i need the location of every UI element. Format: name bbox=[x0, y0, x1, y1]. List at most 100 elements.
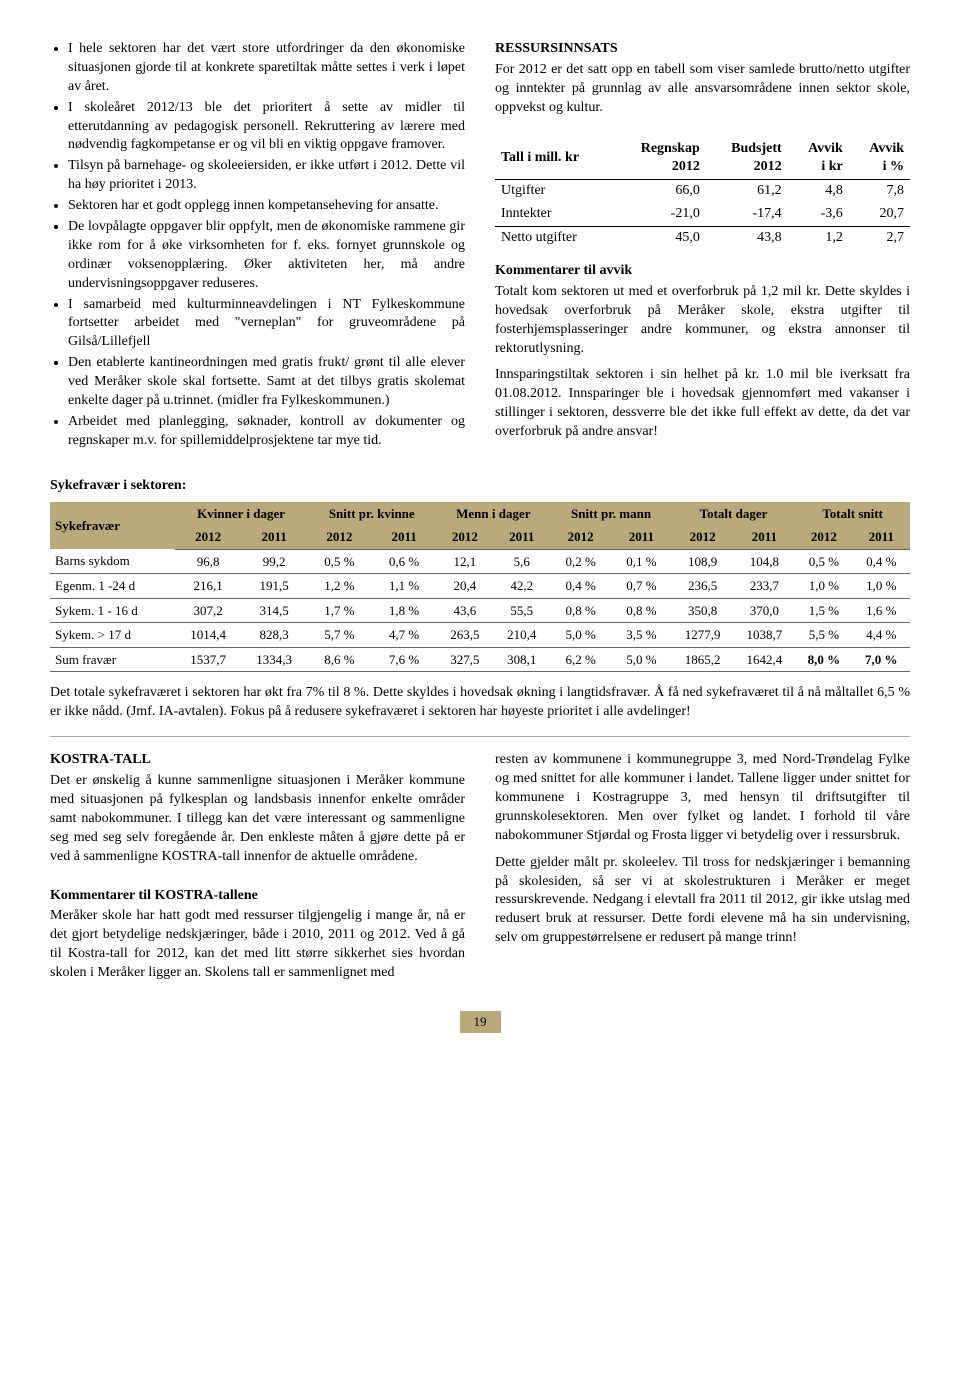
kostra-title: KOSTRA-TALL bbox=[50, 751, 465, 770]
table-cell: 350,8 bbox=[672, 598, 734, 623]
table-cell: 0,8 % bbox=[550, 598, 611, 623]
table-cell: 1,0 % bbox=[853, 574, 910, 599]
ressurs-title: RESSURSINNSATS bbox=[495, 40, 910, 59]
table-cell: 3,5 % bbox=[611, 623, 672, 648]
bottom-right-p1: resten av kommunene i kommunegruppe 3, m… bbox=[495, 751, 910, 845]
bullet-list: I hele sektoren har det vært store utfor… bbox=[50, 40, 465, 451]
fin-row: Inntekter -21,0 -17,4 -3,6 20,7 bbox=[495, 203, 910, 226]
fin-row-netto: Netto utgifter 45,0 43,8 1,2 2,7 bbox=[495, 227, 910, 250]
ressurs-intro: For 2012 er det satt opp en tabell som v… bbox=[495, 61, 910, 118]
table-cell: Egenm. 1 -24 d bbox=[50, 574, 175, 599]
bottom-right-column: resten av kommunene i kommunegruppe 3, m… bbox=[495, 751, 910, 991]
syk-h-kvinner: Kvinner i dager bbox=[175, 502, 307, 526]
fin-h2: Budsjett2012 bbox=[706, 138, 788, 180]
table-row: Sykem. 1 - 16 d307,2314,51,7 %1,8 %43,65… bbox=[50, 598, 910, 623]
komm2-title: Kommentarer til KOSTRA-tallene bbox=[50, 887, 465, 906]
bottom-right-p2: Dette gjelder målt pr. skoleelev. Til tr… bbox=[495, 854, 910, 948]
table-cell: 0,5 % bbox=[795, 549, 852, 574]
table-cell: 0,5 % bbox=[307, 549, 372, 574]
table-cell: 1,0 % bbox=[795, 574, 852, 599]
table-cell: 1014,4 bbox=[175, 623, 241, 648]
table-cell: 0,1 % bbox=[611, 549, 672, 574]
kostra-p: Det er ønskelig å kunne sammenligne situ… bbox=[50, 772, 465, 866]
bullet-item: I skoleåret 2012/13 ble det prioritert å… bbox=[68, 99, 465, 156]
table-cell: 96,8 bbox=[175, 549, 241, 574]
table-row: Egenm. 1 -24 d216,1191,51,2 %1,1 %20,442… bbox=[50, 574, 910, 599]
table-cell: 5,0 % bbox=[550, 623, 611, 648]
table-cell: 12,1 bbox=[436, 549, 493, 574]
table-cell: 108,9 bbox=[672, 549, 734, 574]
syk-paragraph: Det totale sykefraværet i sektoren har ø… bbox=[50, 684, 910, 722]
bottom-two-column: KOSTRA-TALL Det er ønskelig å kunne samm… bbox=[50, 751, 910, 991]
table-cell: 263,5 bbox=[436, 623, 493, 648]
table-cell: 8,6 % bbox=[307, 647, 372, 672]
table-cell: 0,2 % bbox=[550, 549, 611, 574]
table-cell: 55,5 bbox=[493, 598, 550, 623]
bullet-item: Sektoren har et godt opplegg innen kompe… bbox=[68, 197, 465, 216]
table-cell: 0,4 % bbox=[550, 574, 611, 599]
table-cell: 7,0 % bbox=[853, 647, 910, 672]
table-cell: 0,8 % bbox=[611, 598, 672, 623]
table-cell: 1,2 % bbox=[307, 574, 372, 599]
finance-table: Tall i mill. kr Regnskap2012 Budsjett201… bbox=[495, 138, 910, 250]
table-cell: 5,7 % bbox=[307, 623, 372, 648]
table-cell: 8,0 % bbox=[795, 647, 852, 672]
table-cell: 42,2 bbox=[493, 574, 550, 599]
table-cell: 1642,4 bbox=[734, 647, 796, 672]
table-row: Sum fravær1537,71334,38,6 %7,6 %327,5308… bbox=[50, 647, 910, 672]
bullet-item: I samarbeid med kulturminneavdelingen i … bbox=[68, 296, 465, 353]
table-cell: 1334,3 bbox=[241, 647, 307, 672]
sykefravaer-table: Sykefravær Kvinner i dager Snitt pr. kvi… bbox=[50, 502, 910, 673]
syk-h-totalt-s: Totalt snitt bbox=[795, 502, 910, 526]
table-cell: 7,6 % bbox=[372, 647, 437, 672]
table-cell: 1537,7 bbox=[175, 647, 241, 672]
right-column: RESSURSINNSATS For 2012 er det satt opp … bbox=[495, 40, 910, 453]
fin-h0: Tall i mill. kr bbox=[495, 138, 613, 180]
table-cell: 370,0 bbox=[734, 598, 796, 623]
komm-p2: Innsparingstiltak sektoren i sin helhet … bbox=[495, 366, 910, 442]
table-cell: 20,4 bbox=[436, 574, 493, 599]
fin-h4: Avviki % bbox=[849, 138, 910, 180]
table-cell: 314,5 bbox=[241, 598, 307, 623]
table-row: Sykem. > 17 d1014,4828,35,7 %4,7 %263,52… bbox=[50, 623, 910, 648]
table-cell: 5,5 % bbox=[795, 623, 852, 648]
table-cell: 308,1 bbox=[493, 647, 550, 672]
table-cell: 236,5 bbox=[672, 574, 734, 599]
bullet-item: Arbeidet med planlegging, søknader, kont… bbox=[68, 413, 465, 451]
bullet-item: Den etablerte kantineordningen med grati… bbox=[68, 354, 465, 411]
table-cell: 0,6 % bbox=[372, 549, 437, 574]
syk-h-menn: Menn i dager bbox=[436, 502, 550, 526]
bullet-item: Tilsyn på barnehage- og skoleeiersiden, … bbox=[68, 157, 465, 195]
table-cell: 0,4 % bbox=[853, 549, 910, 574]
table-cell: 99,2 bbox=[241, 549, 307, 574]
bullet-item: De lovpålagte oppgaver blir oppfylt, men… bbox=[68, 218, 465, 294]
fin-h3: Avviki kr bbox=[788, 138, 849, 180]
table-cell: 0,7 % bbox=[611, 574, 672, 599]
syk-h-totalt-d: Totalt dager bbox=[672, 502, 795, 526]
left-column: I hele sektoren har det vært store utfor… bbox=[50, 40, 465, 453]
syk-title: Sykefravær i sektoren: bbox=[50, 477, 910, 496]
table-cell: 4,7 % bbox=[372, 623, 437, 648]
table-cell: 828,3 bbox=[241, 623, 307, 648]
fin-h1: Regnskap2012 bbox=[613, 138, 706, 180]
table-cell: 104,8 bbox=[734, 549, 796, 574]
page-number: 19 bbox=[50, 1011, 910, 1033]
fin-row: Utgifter 66,0 61,2 4,8 7,8 bbox=[495, 180, 910, 203]
table-cell: Sum fravær bbox=[50, 647, 175, 672]
table-cell: Sykem. 1 - 16 d bbox=[50, 598, 175, 623]
table-cell: 5,0 % bbox=[611, 647, 672, 672]
bottom-left-column: KOSTRA-TALL Det er ønskelig å kunne samm… bbox=[50, 751, 465, 991]
table-cell: 191,5 bbox=[241, 574, 307, 599]
bullet-item: I hele sektoren har det vært store utfor… bbox=[68, 40, 465, 97]
table-cell: 327,5 bbox=[436, 647, 493, 672]
table-cell: 1,5 % bbox=[795, 598, 852, 623]
top-two-column: I hele sektoren har det vært store utfor… bbox=[50, 40, 910, 453]
table-cell: Sykem. > 17 d bbox=[50, 623, 175, 648]
syk-h-rowhead: Sykefravær bbox=[50, 502, 175, 550]
komm-title: Kommentarer til avvik bbox=[495, 262, 910, 281]
table-cell: 210,4 bbox=[493, 623, 550, 648]
table-cell: 1038,7 bbox=[734, 623, 796, 648]
divider bbox=[50, 736, 910, 737]
table-cell: 1,6 % bbox=[853, 598, 910, 623]
komm2-p: Meråker skole har hatt godt med ressurse… bbox=[50, 907, 465, 983]
